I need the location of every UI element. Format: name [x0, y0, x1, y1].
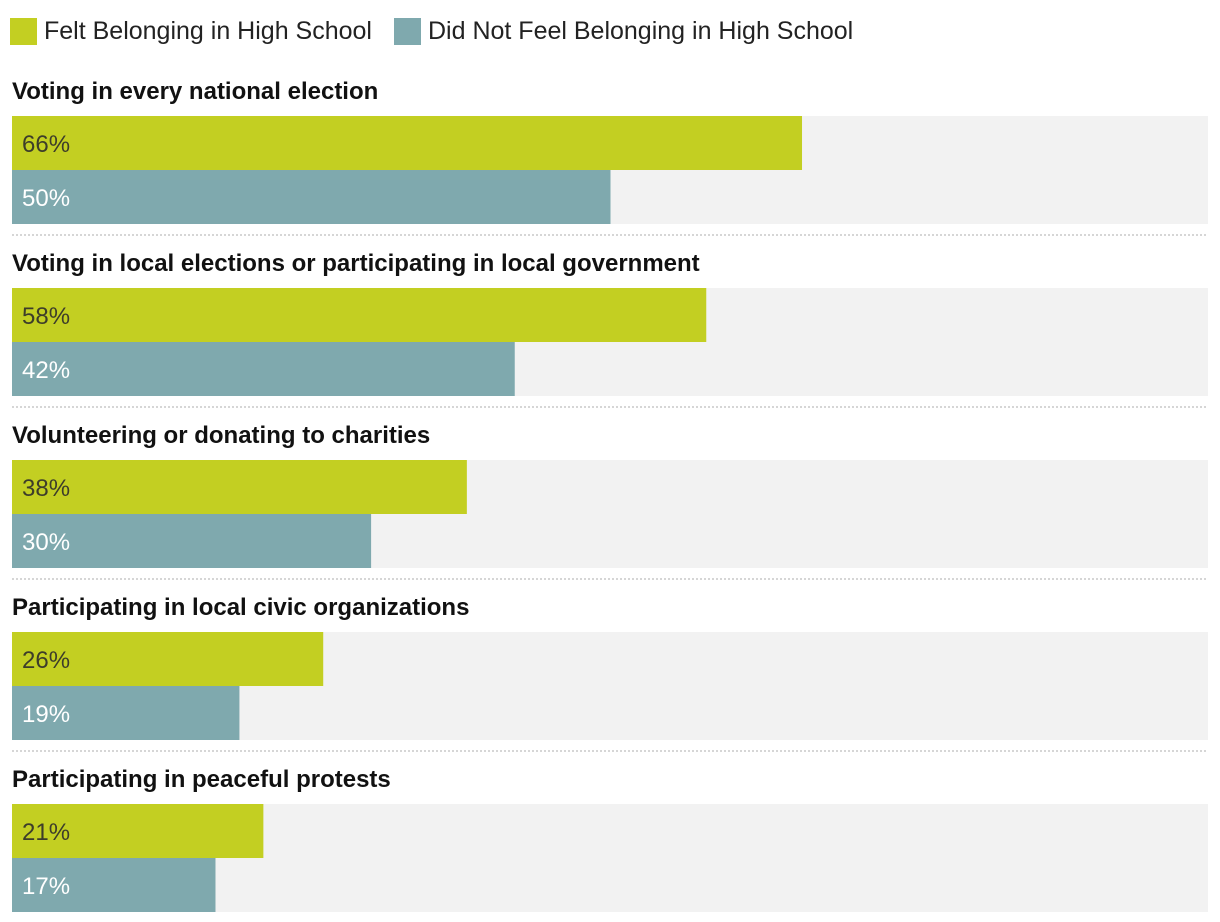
legend-item-did-not-feel-belonging: Did Not Feel Belonging in High School [393, 16, 854, 46]
legend-swatch-felt-belonging [10, 17, 37, 45]
category-title-national-election: Voting in every national election [12, 78, 378, 105]
category-title-volunteering: Volunteering or donating to charities [12, 422, 430, 449]
legend: Felt Belonging in High School Did Not Fe… [10, 14, 875, 48]
bar-label-did-not-feel-belonging-peaceful-protests: 17% [22, 873, 70, 900]
bar-label-felt-belonging-local-elections: 58% [22, 303, 70, 330]
bar-did-not-feel-belonging-civic-organizations [12, 686, 240, 740]
bar-felt-belonging-national-election [12, 116, 803, 170]
bar-label-did-not-feel-belonging-volunteering: 30% [22, 529, 70, 556]
bar-label-did-not-feel-belonging-civic-organizations: 19% [22, 701, 70, 728]
bar-label-felt-belonging-volunteering: 38% [22, 475, 70, 502]
legend-label-felt-belonging: Felt Belonging in High School [44, 16, 372, 45]
bar-did-not-feel-belonging-local-elections [12, 342, 515, 396]
bar-felt-belonging-peaceful-protests [12, 804, 264, 858]
bar-felt-belonging-local-elections [12, 288, 707, 342]
bar-felt-belonging-volunteering [12, 460, 467, 514]
bar-did-not-feel-belonging-national-election [12, 170, 611, 224]
bar-felt-belonging-civic-organizations [12, 632, 324, 686]
bar-did-not-feel-belonging-volunteering [12, 514, 372, 568]
bar-did-not-feel-belonging-peaceful-protests [12, 858, 216, 912]
category-title-peaceful-protests: Participating in peaceful protests [12, 766, 391, 793]
bar-label-felt-belonging-national-election: 66% [22, 131, 70, 158]
bar-label-felt-belonging-peaceful-protests: 21% [22, 819, 70, 846]
bar-label-felt-belonging-civic-organizations: 26% [22, 647, 70, 674]
legend-label-did-not-feel-belonging: Did Not Feel Belonging in High School [427, 16, 854, 45]
category-title-civic-organizations: Participating in local civic organizatio… [12, 594, 469, 621]
bar-label-did-not-feel-belonging-local-elections: 42% [22, 357, 70, 384]
bar-label-did-not-feel-belonging-national-election: 50% [22, 185, 70, 212]
legend-swatch-did-not-feel-belonging [393, 17, 421, 45]
legend-item-felt-belonging: Felt Belonging in High School [10, 17, 372, 46]
category-title-local-elections: Voting in local elections or participati… [12, 250, 700, 277]
